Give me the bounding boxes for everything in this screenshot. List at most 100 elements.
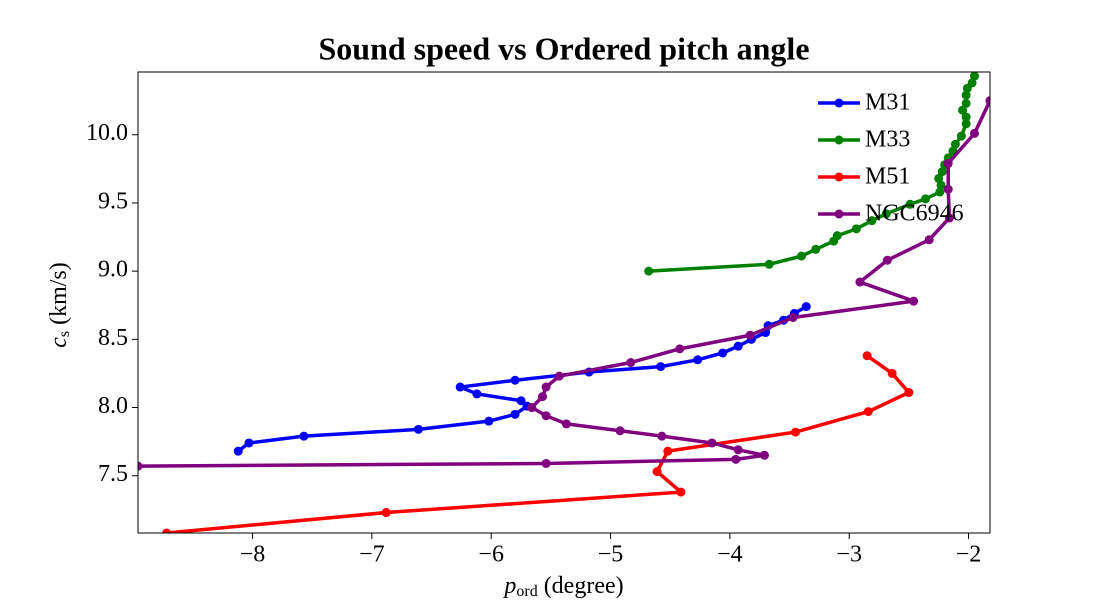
- y-tick-label: 8.0: [98, 393, 128, 419]
- point: [961, 119, 971, 129]
- point: [759, 450, 769, 460]
- point: [969, 72, 979, 81]
- point: [764, 259, 774, 269]
- y-axis-label: cs (km/s): [46, 262, 73, 348]
- legend-marker: [834, 209, 844, 219]
- point: [731, 454, 741, 464]
- point: [796, 251, 806, 261]
- point: [745, 330, 755, 340]
- point: [909, 296, 919, 306]
- series-line: [166, 354, 911, 533]
- point: [881, 209, 891, 219]
- point: [733, 341, 743, 351]
- point: [863, 407, 873, 417]
- point: [961, 90, 971, 100]
- point: [862, 351, 872, 361]
- legend-label: M31: [865, 90, 910, 116]
- point: [718, 348, 728, 358]
- point: [381, 508, 391, 518]
- point: [961, 112, 971, 122]
- point: [934, 173, 944, 183]
- point: [233, 446, 243, 456]
- point: [905, 199, 915, 209]
- point: [707, 438, 717, 448]
- x-tick-label: −5: [598, 542, 624, 568]
- point: [472, 389, 482, 399]
- x-tick-label: −7: [359, 542, 385, 568]
- point: [921, 194, 931, 204]
- x-tick-label: −2: [956, 542, 982, 568]
- plot-area: [138, 72, 990, 533]
- point: [943, 184, 953, 194]
- point: [936, 180, 946, 190]
- point: [138, 461, 143, 471]
- point: [510, 375, 520, 385]
- y-tick-label: 8.5: [98, 325, 128, 351]
- point: [554, 371, 564, 381]
- point: [790, 427, 800, 437]
- x-label-symbol: p: [502, 573, 516, 599]
- point: [652, 467, 662, 477]
- point: [561, 419, 571, 429]
- x-label-unit: (degree): [544, 573, 624, 599]
- point: [663, 446, 673, 456]
- point: [801, 302, 811, 312]
- point: [484, 416, 494, 426]
- point: [924, 235, 934, 245]
- point: [615, 426, 625, 436]
- legend-marker: [834, 135, 844, 145]
- point: [832, 231, 842, 241]
- point: [733, 445, 743, 455]
- point: [675, 344, 685, 354]
- point: [887, 368, 897, 378]
- point: [969, 128, 979, 138]
- point: [943, 158, 953, 168]
- point: [244, 438, 254, 448]
- point: [811, 244, 821, 254]
- point: [961, 98, 971, 108]
- point: [693, 355, 703, 365]
- point: [867, 216, 877, 226]
- point: [956, 131, 966, 141]
- point: [937, 167, 947, 177]
- x-tick-label: −8: [240, 542, 266, 568]
- x-tick-label: −3: [836, 542, 862, 568]
- y-tick-label: 7.5: [98, 461, 128, 487]
- point: [299, 431, 309, 441]
- point: [935, 187, 945, 197]
- point: [967, 78, 977, 88]
- point: [985, 96, 990, 106]
- legend-label: M51: [865, 164, 910, 190]
- point: [944, 213, 954, 223]
- y-tick-label: 9.5: [98, 188, 128, 214]
- y-label-subscript: s: [56, 331, 73, 337]
- legend-label: NGC6946: [865, 201, 964, 227]
- point: [527, 403, 537, 413]
- y-tick-label: 9.0: [98, 257, 128, 283]
- x-axis-label: pord (degree): [502, 573, 623, 600]
- point: [851, 224, 861, 234]
- plot-frame: [137, 71, 991, 534]
- point: [455, 382, 465, 392]
- y-tick-label: 10.0: [86, 120, 128, 146]
- point: [855, 277, 865, 287]
- point: [788, 313, 798, 323]
- point: [904, 388, 914, 398]
- point: [958, 105, 968, 115]
- chart-title: Sound speed vs Ordered pitch angle: [318, 30, 809, 66]
- y-label-symbol: c: [46, 337, 72, 348]
- point: [541, 458, 551, 468]
- point: [510, 409, 520, 419]
- legend-marker: [834, 98, 844, 108]
- point: [413, 424, 423, 434]
- point: [626, 358, 636, 368]
- x-label-subscript: ord: [516, 583, 537, 600]
- y-label-unit: (km/s): [46, 262, 72, 325]
- legend-label: M33: [865, 127, 910, 153]
- point: [541, 382, 551, 392]
- point: [162, 528, 172, 533]
- point: [644, 266, 654, 276]
- series-line: [237, 305, 808, 453]
- point: [950, 139, 960, 149]
